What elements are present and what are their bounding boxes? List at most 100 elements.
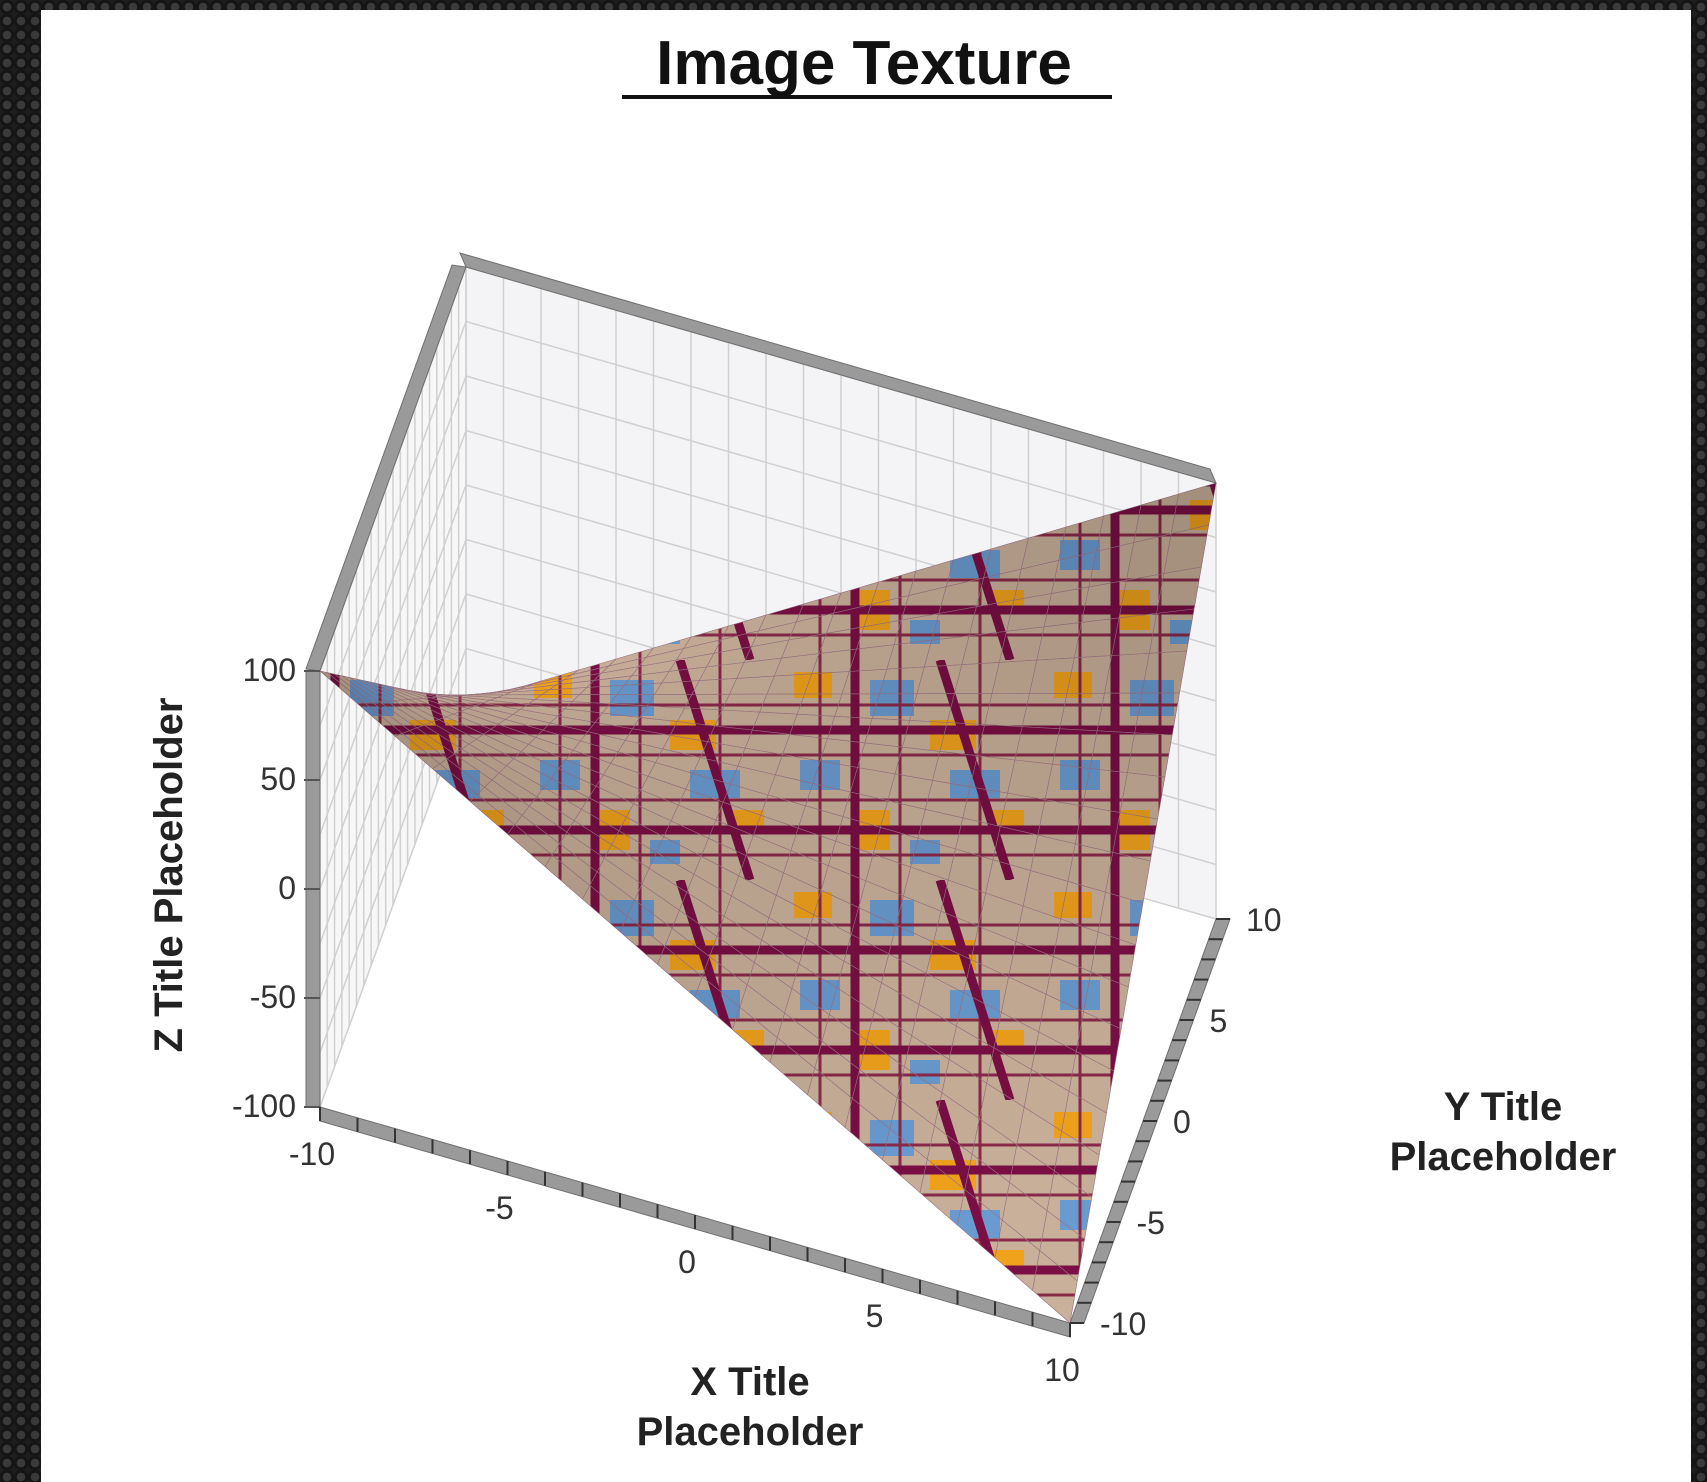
surface-shade: [633, 789, 679, 821]
surface-shade: [327, 672, 373, 703]
surface-shade: [551, 768, 597, 798]
surface-shade: [320, 671, 365, 704]
surface-shade: [685, 773, 731, 803]
surface-shade: [791, 964, 837, 1015]
surface-shade: [371, 682, 416, 700]
surface-shade: [887, 773, 933, 810]
surface-shade: [978, 893, 1024, 942]
surface-shade: [985, 859, 1031, 907]
surface-shade: [814, 1041, 860, 1099]
surface-shade: [566, 820, 612, 859]
surface-shade: [1053, 919, 1099, 972]
surface-shade: [460, 708, 506, 725]
surface-shade: [1000, 793, 1046, 836]
surface-shade: [932, 751, 978, 787]
surface-shade: [910, 838, 956, 881]
surface-shade: [557, 708, 603, 723]
surface-shade: [699, 662, 745, 681]
surface-shade: [894, 613, 939, 645]
surface-shade: [378, 683, 424, 699]
surface-shade: [770, 1037, 815, 1095]
surface-shade: [896, 896, 941, 943]
surface-shade: [866, 1011, 912, 1067]
surface-shade: [954, 662, 1000, 694]
surface-shade: [1067, 655, 1112, 694]
surface-shade: [1075, 806, 1121, 853]
surface-shade: [544, 778, 589, 810]
surface-shade: [746, 835, 791, 873]
surface-shade: [430, 697, 476, 709]
surface-shade: [745, 730, 790, 755]
surface-shade: [969, 600, 1014, 636]
surface-shade: [654, 680, 700, 695]
surface-shade: [754, 940, 800, 989]
surface-shade: [657, 946, 703, 997]
surface-shade: [446, 714, 491, 735]
surface-shade: [911, 1004, 957, 1060]
surface-shade: [379, 701, 425, 728]
surface-shade: [432, 763, 478, 802]
surface-shade: [356, 679, 402, 701]
surface-shade: [925, 780, 971, 818]
surface-shade: [609, 694, 655, 706]
surface-shade: [1171, 483, 1216, 534]
surface-shade: [1044, 586, 1089, 627]
surface-shade: [505, 714, 551, 731]
surface-shade: [574, 809, 619, 845]
surface-shade: [822, 1014, 867, 1070]
y-axis-label: Y Title Placeholder: [1390, 1085, 1617, 1179]
surface-shade: [886, 640, 932, 670]
surface-shade: [1126, 533, 1172, 581]
surface-shade: [729, 676, 775, 695]
surface-shade: [1163, 525, 1209, 574]
surface-shade: [476, 734, 522, 759]
surface-shade: [1046, 956, 1091, 1012]
surface-shade: [588, 786, 634, 818]
surface-shade: [507, 824, 553, 867]
surface-shade: [761, 917, 807, 964]
surface-shade: [631, 660, 677, 676]
surface-shade: [1022, 693, 1067, 729]
surface-shade: [1038, 994, 1084, 1052]
surface-shade: [919, 973, 964, 1027]
surface-shade: [579, 685, 625, 695]
surface-shade: [731, 875, 777, 918]
surface-shade: [767, 673, 812, 695]
surface-shade: [1097, 693, 1142, 733]
surface-shade: [864, 718, 910, 748]
surface-shade: [543, 723, 588, 741]
surface-shade: [758, 604, 804, 631]
frame-top-left: [305, 264, 467, 672]
surface-shade: [1156, 567, 1202, 614]
surface-shade: [788, 613, 834, 640]
surface-shade: [926, 942, 972, 993]
surface-shade: [833, 582, 879, 614]
surface-shade: [993, 826, 1038, 871]
surface-shade: [611, 830, 657, 869]
surface-shade: [655, 748, 701, 774]
surface-shade: [753, 815, 799, 851]
surface-shade: [1149, 609, 1195, 654]
y-tick-label: 10: [1246, 902, 1282, 938]
surface-shade: [617, 682, 662, 695]
surface-shade: [587, 722, 633, 741]
surface-shade: [961, 631, 1007, 665]
surface-shade: [1037, 799, 1083, 844]
surface-shade: [955, 817, 1001, 860]
surface-shade: [1030, 835, 1076, 882]
x-tick-label: -5: [485, 1190, 513, 1226]
surface-shade: [738, 855, 784, 896]
surface-shade: [469, 739, 514, 766]
surface-shade: [881, 953, 927, 1005]
surface-shade: [536, 787, 582, 821]
surface-shade: [702, 956, 748, 1008]
x-axis-label: X Title Placeholder: [637, 1360, 864, 1454]
y-axis-title: Y Title Placeholder: [1390, 1085, 1617, 1179]
surface-shade: [716, 916, 762, 963]
surface-shade: [714, 710, 760, 731]
surface-shade: [679, 892, 725, 937]
y-tick-label: -10: [1100, 1306, 1146, 1342]
surface-shade: [849, 644, 895, 672]
surface-shade: [736, 658, 782, 679]
